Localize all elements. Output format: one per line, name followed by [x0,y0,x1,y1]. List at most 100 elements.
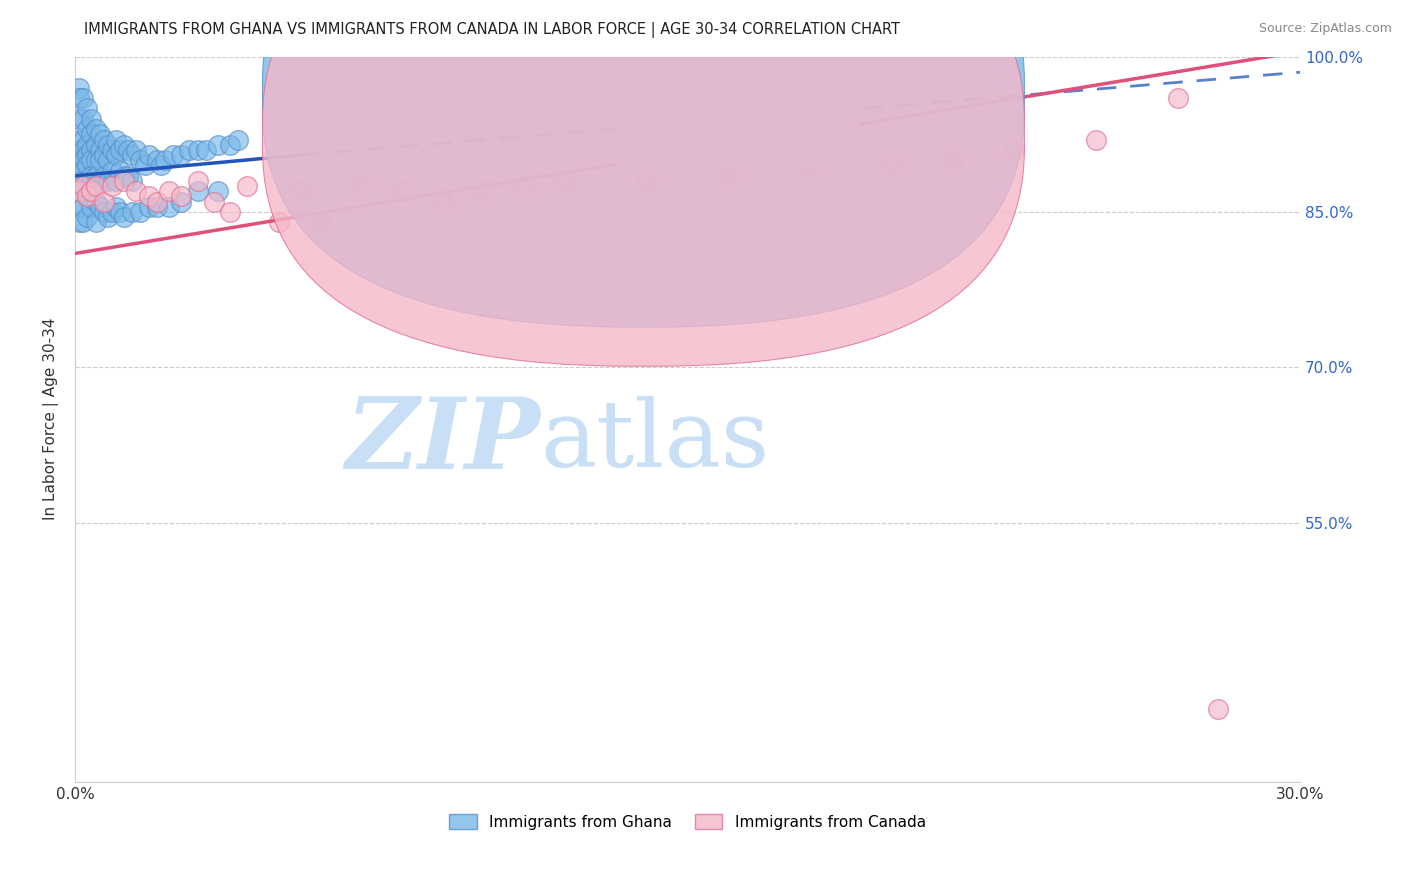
Point [67,91,90,105]
Point [101,143,124,157]
Point [84,137,107,152]
Point [104,148,127,162]
Point [76,148,98,162]
Point [309,215,332,229]
Point [350,179,373,194]
Point [72,179,94,194]
Point [76,122,98,136]
Point [219,137,242,152]
Point [149,158,172,172]
Point [67,174,90,188]
Point [170,194,193,209]
Point [125,184,148,198]
Point [93,205,115,219]
Text: 0.215: 0.215 [713,87,763,103]
Point [207,184,229,198]
Point [89,200,111,214]
Point [101,205,124,219]
Point [72,163,94,178]
Y-axis label: In Labor Force | Age 30-34: In Labor Force | Age 30-34 [44,318,59,520]
Point [636,174,658,188]
Point [93,194,115,209]
Point [202,194,225,209]
Point [1208,702,1230,716]
Text: R =: R = [666,127,702,142]
Point [138,200,160,214]
Point [97,153,120,168]
Point [187,143,209,157]
Text: 0.440: 0.440 [713,127,763,142]
Point [101,163,124,178]
Point [108,143,131,157]
Point [72,200,94,214]
Point [717,169,740,183]
Point [80,200,103,214]
Point [121,148,143,162]
Point [129,205,152,219]
Point [84,215,107,229]
Point [72,91,94,105]
Point [80,128,103,142]
Point [194,143,217,157]
Point [67,143,90,157]
Point [76,158,98,172]
Point [80,153,103,168]
Point [76,102,98,116]
Point [138,148,160,162]
Point [228,132,250,146]
Point [104,174,127,188]
Point [145,194,167,209]
Point [170,189,193,203]
Point [80,169,103,183]
Text: N =: N = [768,87,803,103]
Point [1002,143,1025,157]
Point [108,205,131,219]
Point [432,194,454,209]
Point [162,148,184,162]
Point [80,184,103,198]
Point [67,163,90,178]
FancyBboxPatch shape [263,0,1025,367]
Point [93,148,115,162]
Point [112,211,135,225]
Text: N =: N = [768,127,803,142]
Text: ZIP: ZIP [346,392,540,489]
Point [72,174,94,188]
Point [84,153,107,168]
Point [269,215,291,229]
Point [89,174,111,188]
Point [472,184,495,198]
Point [1167,91,1189,105]
Point [799,158,821,172]
Point [104,132,127,146]
Point [93,132,115,146]
Point [89,143,111,157]
Point [207,137,229,152]
Point [112,174,135,188]
Text: atlas: atlas [540,396,770,486]
Point [76,174,98,188]
Point [76,189,98,203]
Point [288,184,311,198]
Point [942,153,965,168]
Point [112,169,135,183]
Point [145,153,167,168]
Point [89,153,111,168]
Point [101,179,124,194]
Point [84,194,107,209]
Point [72,132,94,146]
Point [117,169,139,183]
Point [93,169,115,183]
Point [66,184,89,198]
Text: Source: ZipAtlas.com: Source: ZipAtlas.com [1258,22,1392,36]
Point [97,174,120,188]
Point [121,205,143,219]
Point [121,174,143,188]
Point [235,179,257,194]
Point [219,205,242,219]
Point [67,112,90,126]
Point [153,153,176,168]
Point [157,184,180,198]
Point [67,132,90,146]
Point [84,169,107,183]
